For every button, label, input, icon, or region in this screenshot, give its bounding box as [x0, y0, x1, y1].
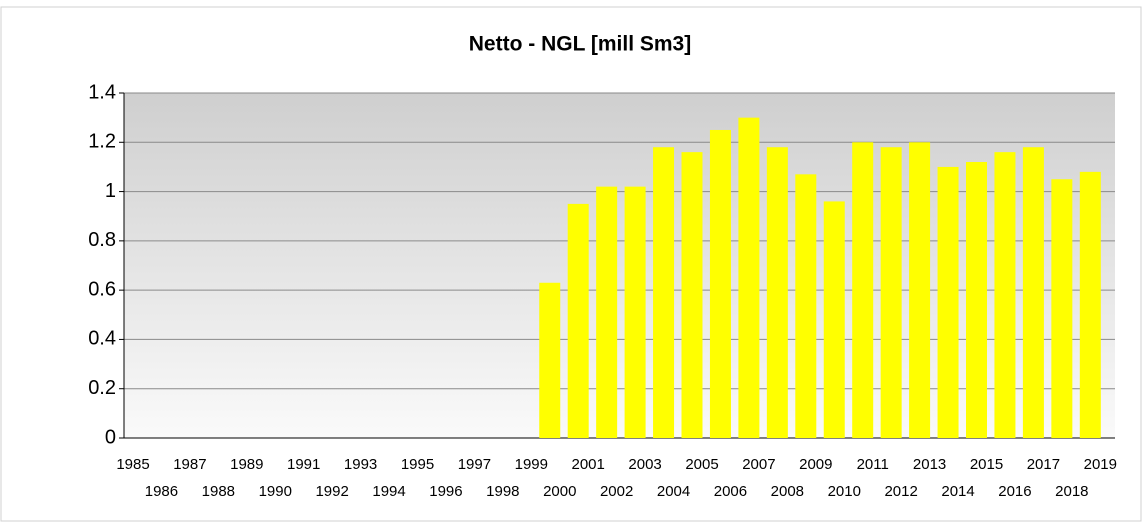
y-tick-label: 0.6 [88, 278, 116, 300]
x-tick-label: 2007 [742, 456, 775, 473]
x-tick-label: 2010 [828, 483, 861, 500]
bar [1051, 179, 1073, 438]
x-tick-label: 2001 [572, 456, 605, 473]
x-tick-label: 2004 [657, 483, 690, 500]
bar [653, 147, 675, 438]
x-tick-label: 2009 [799, 456, 832, 473]
x-tick-label: 2000 [543, 483, 576, 500]
x-tick-label: 1990 [259, 483, 292, 500]
bar [624, 186, 646, 438]
bar [1022, 147, 1044, 438]
x-tick-label: 2015 [970, 456, 1003, 473]
bar [738, 117, 760, 439]
x-tick-label: 1986 [145, 483, 178, 500]
x-tick-label: 2018 [1055, 483, 1088, 500]
x-tick-label: 2005 [685, 456, 718, 473]
bar [909, 142, 931, 439]
bar [681, 152, 703, 438]
x-tick-label: 1988 [202, 483, 235, 500]
bar [709, 129, 731, 438]
bar [766, 147, 788, 438]
x-tick-label: 1985 [116, 456, 149, 473]
x-tick-label: 2003 [628, 456, 661, 473]
y-tick-label: 0.4 [88, 328, 116, 350]
y-tick-label: 1.2 [88, 131, 116, 153]
x-tick-label: 2012 [884, 483, 917, 500]
x-tick-label: 1991 [287, 456, 320, 473]
bar [1079, 171, 1101, 438]
x-tick-label: 2011 [857, 456, 889, 473]
chart-title: Netto - NGL [mill Sm3] [469, 33, 691, 56]
x-tick-label: 1997 [458, 456, 491, 473]
bar [880, 147, 902, 438]
x-tick-label: 1993 [344, 456, 377, 473]
bar [539, 282, 561, 438]
x-tick-label: 1992 [315, 483, 348, 500]
x-tick-label: 2008 [771, 483, 804, 500]
bar [567, 203, 589, 438]
x-tick-label: 1989 [230, 456, 263, 473]
y-tick-label: 1 [105, 180, 116, 202]
x-tick-label: 1996 [429, 483, 462, 500]
x-tick-label: 1995 [401, 456, 434, 473]
x-tick-label: 1999 [515, 456, 548, 473]
bar [596, 186, 618, 438]
bar [966, 162, 987, 438]
frame [0, 6, 1142, 522]
x-tick-label: 1998 [486, 483, 519, 500]
x-tick-label: 1994 [372, 483, 405, 500]
x-tick-label: 2016 [998, 483, 1031, 500]
x-tick-label: 2014 [941, 483, 974, 500]
bar [795, 174, 817, 439]
x-tick-label: 2006 [714, 483, 747, 500]
y-tick-label: 0 [105, 426, 116, 448]
bar [852, 142, 874, 439]
y-tick-label: 0.2 [88, 377, 116, 399]
bar [823, 201, 845, 438]
x-tick-label: 2002 [600, 483, 633, 500]
bar [994, 152, 1016, 438]
x-tick-label: 2013 [913, 456, 946, 473]
y-tick-label: 1.4 [88, 81, 116, 103]
x-tick-label: 2019 [1084, 456, 1117, 473]
x-tick-label: 2017 [1027, 456, 1060, 473]
bar [937, 166, 959, 438]
x-tick-label: 1987 [173, 456, 206, 473]
y-tick-label: 0.8 [88, 229, 116, 251]
